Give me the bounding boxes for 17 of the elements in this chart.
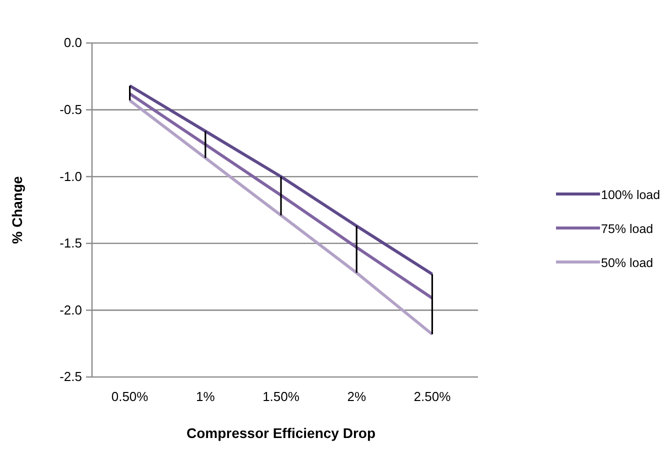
x-tick-label: 2.50%	[414, 388, 452, 404]
y-axis-title: % Change	[9, 176, 25, 244]
x-tick-label: 0.50%	[111, 388, 149, 404]
y-tick-label: -1.5	[60, 236, 82, 251]
y-tick-label: -2.5	[60, 369, 82, 384]
y-tick-label: -2.0	[60, 302, 82, 318]
x-tick-label: 1%	[196, 388, 216, 404]
x-tick-label: 1.50%	[262, 388, 300, 404]
y-tick-label: 0.0	[64, 35, 82, 50]
y-tick-label: -1.0	[60, 168, 82, 184]
x-axis-title: Compressor Efficiency Drop	[186, 425, 376, 441]
legend-label: 100% load	[601, 188, 660, 202]
legend-label: 75% load	[601, 222, 654, 236]
legend-label: 50% load	[601, 256, 654, 270]
line-series	[128, 98, 434, 336]
x-tick-label: 2%	[347, 388, 366, 404]
y-tick-label: -0.5	[60, 102, 82, 117]
